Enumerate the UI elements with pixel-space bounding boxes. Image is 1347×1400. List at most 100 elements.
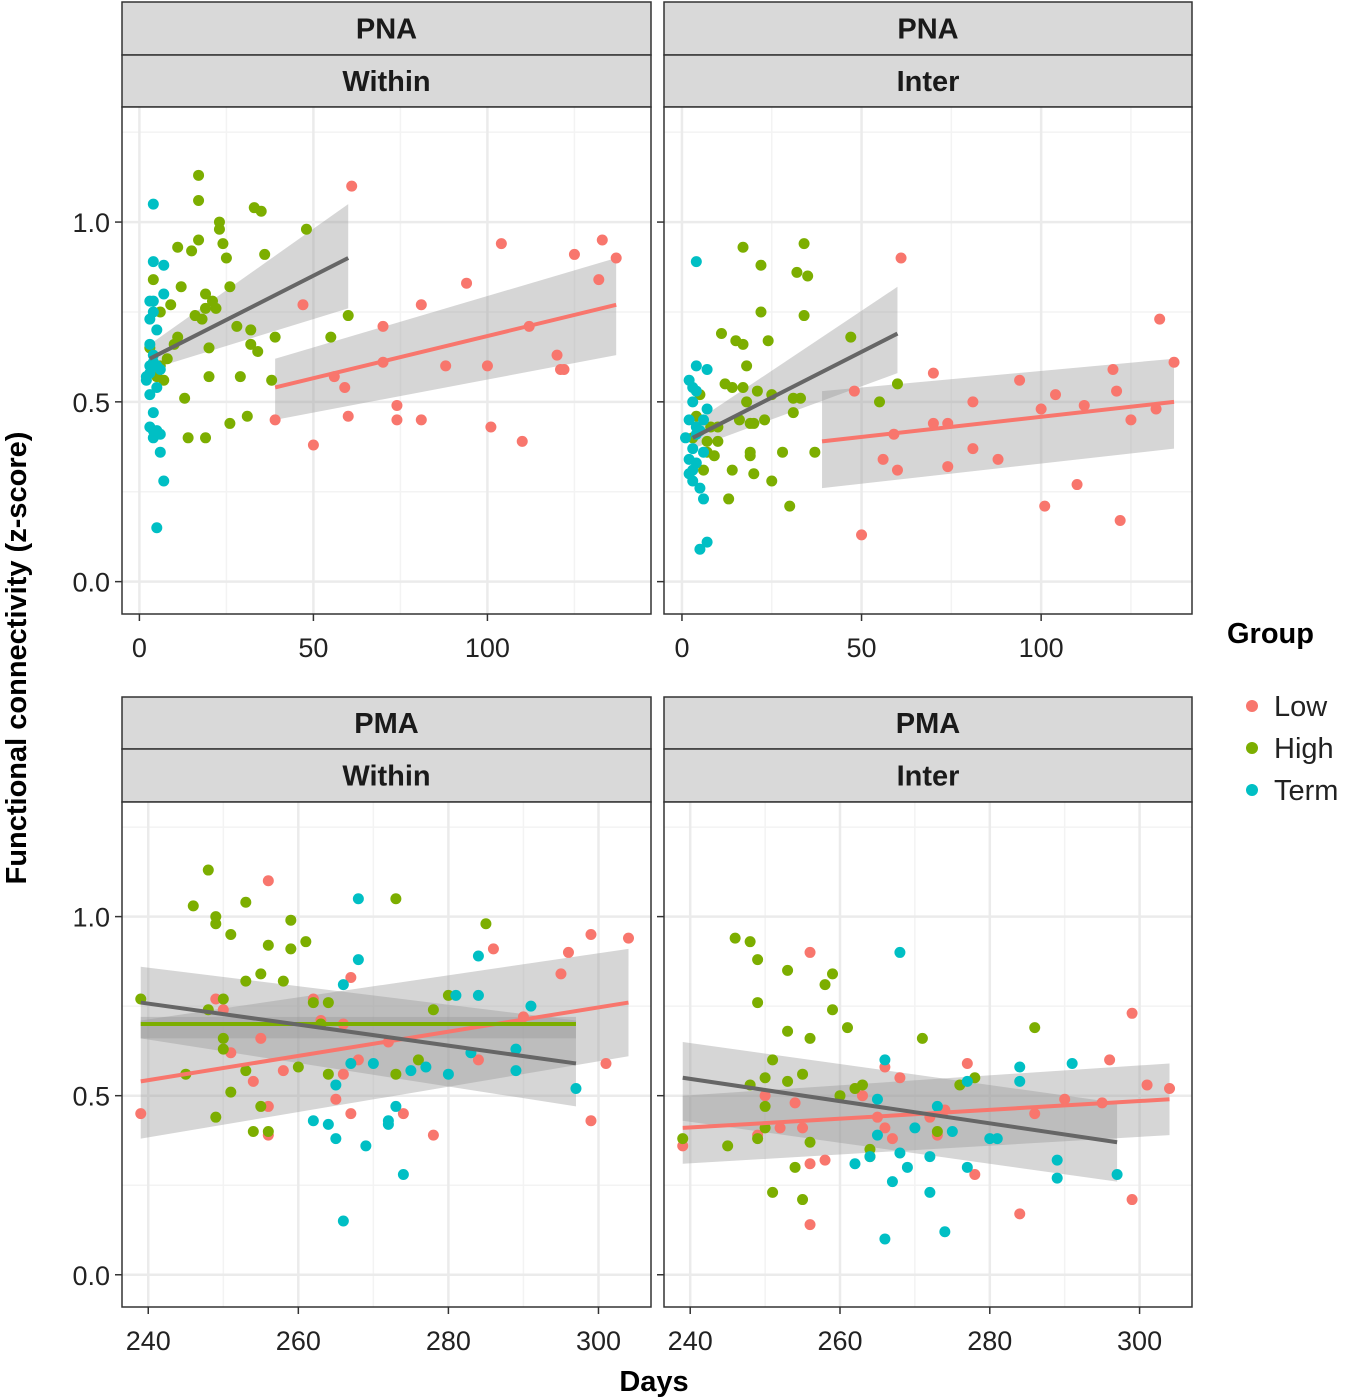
point-high <box>390 893 402 905</box>
point-term <box>701 363 713 375</box>
point-term <box>894 946 906 958</box>
point-term <box>687 475 699 487</box>
point-high <box>791 266 803 278</box>
confidence-band-overall <box>692 286 898 449</box>
point-low <box>472 1054 484 1066</box>
x-tick-label: 280 <box>426 1326 471 1356</box>
point-low <box>1126 1194 1138 1206</box>
point-low <box>555 968 567 980</box>
x-tick-label: 280 <box>967 1326 1012 1356</box>
point-high <box>262 1126 274 1138</box>
point-term <box>147 198 159 210</box>
point-high <box>322 1068 334 1080</box>
point-low <box>895 252 907 264</box>
point-low <box>339 381 351 393</box>
point-low <box>255 1032 267 1044</box>
strip-bottom-bg <box>663 54 1193 108</box>
point-low <box>551 349 563 361</box>
point-term <box>472 989 484 1001</box>
point-high <box>766 475 778 487</box>
point-term <box>525 1000 537 1012</box>
point-term <box>690 256 702 268</box>
point-high <box>755 306 767 318</box>
fit-line-low <box>274 302 617 390</box>
point-low <box>610 252 622 264</box>
point-high <box>841 1022 853 1034</box>
point-low <box>495 238 507 250</box>
point-high <box>203 371 215 383</box>
point-low <box>1035 403 1047 415</box>
point-high <box>804 1136 816 1148</box>
fit-line-overall <box>148 256 350 361</box>
point-term <box>510 1043 522 1055</box>
point-term <box>158 259 170 271</box>
panel-pma-within: PMA Within 240 260 280 300 0.0 0.5 1.0 <box>72 696 652 1356</box>
legend-key-high <box>1246 742 1258 754</box>
point-low <box>1059 1093 1071 1105</box>
point-term <box>322 1118 334 1130</box>
point-high <box>241 410 253 422</box>
point-low <box>967 396 979 408</box>
point-term <box>886 1176 898 1188</box>
point-high <box>224 417 236 429</box>
strip-bottom-bg <box>121 54 652 108</box>
point-term <box>352 893 364 905</box>
point-low <box>307 439 319 451</box>
point-high <box>762 335 774 347</box>
point-term <box>420 1061 432 1073</box>
point-term <box>961 1161 973 1173</box>
strip-top-bg <box>663 696 1193 750</box>
point-term <box>397 1168 409 1180</box>
point-low <box>247 1075 259 1087</box>
point-term <box>871 1093 883 1105</box>
legend: Group Low High Term <box>1227 618 1338 807</box>
x-axis-title: Days <box>619 1366 688 1398</box>
confidence-band-overall <box>149 204 349 370</box>
plot-background <box>664 107 1192 614</box>
point-low <box>1111 385 1123 397</box>
y-tick-label: 0.5 <box>72 388 110 418</box>
point-low <box>585 929 597 941</box>
point-low <box>891 464 903 476</box>
point-high <box>307 997 319 1009</box>
point-high <box>213 223 225 235</box>
point-high <box>269 331 281 343</box>
point-high <box>217 1043 229 1055</box>
point-low <box>942 461 954 473</box>
point-term <box>690 457 702 469</box>
point-term <box>367 1057 379 1069</box>
point-high <box>240 975 252 987</box>
x-tick-label: 0 <box>132 633 147 663</box>
point-high <box>179 392 191 404</box>
point-high <box>1029 1022 1041 1034</box>
point-high <box>804 1032 816 1044</box>
point-high <box>748 468 760 480</box>
point-low <box>1154 313 1166 325</box>
point-term <box>147 256 159 268</box>
point-high <box>782 964 794 976</box>
point-low <box>1126 1007 1138 1019</box>
point-high <box>759 414 771 426</box>
point-term <box>151 324 163 336</box>
point-high <box>245 338 257 350</box>
point-low <box>345 1108 357 1120</box>
point-term <box>680 432 692 444</box>
fit-line-overall <box>682 1075 1118 1145</box>
point-term <box>924 1186 936 1198</box>
fit-line-low <box>140 1000 629 1084</box>
point-low <box>804 1219 816 1231</box>
x-tick-label: 100 <box>465 633 510 663</box>
strip-top-bg <box>663 1 1193 56</box>
point-term <box>961 1075 973 1087</box>
strip-top-label: PNA <box>356 14 417 46</box>
y-axis-title: Functional connectivity (z-score) <box>1 432 33 885</box>
point-term <box>307 1115 319 1127</box>
point-high <box>210 1111 222 1123</box>
point-low <box>622 932 634 944</box>
point-low <box>894 1072 906 1084</box>
point-low <box>1078 399 1090 411</box>
point-term <box>894 1147 906 1159</box>
plot-background <box>122 802 651 1307</box>
point-high <box>798 310 810 322</box>
point-high <box>802 270 814 282</box>
